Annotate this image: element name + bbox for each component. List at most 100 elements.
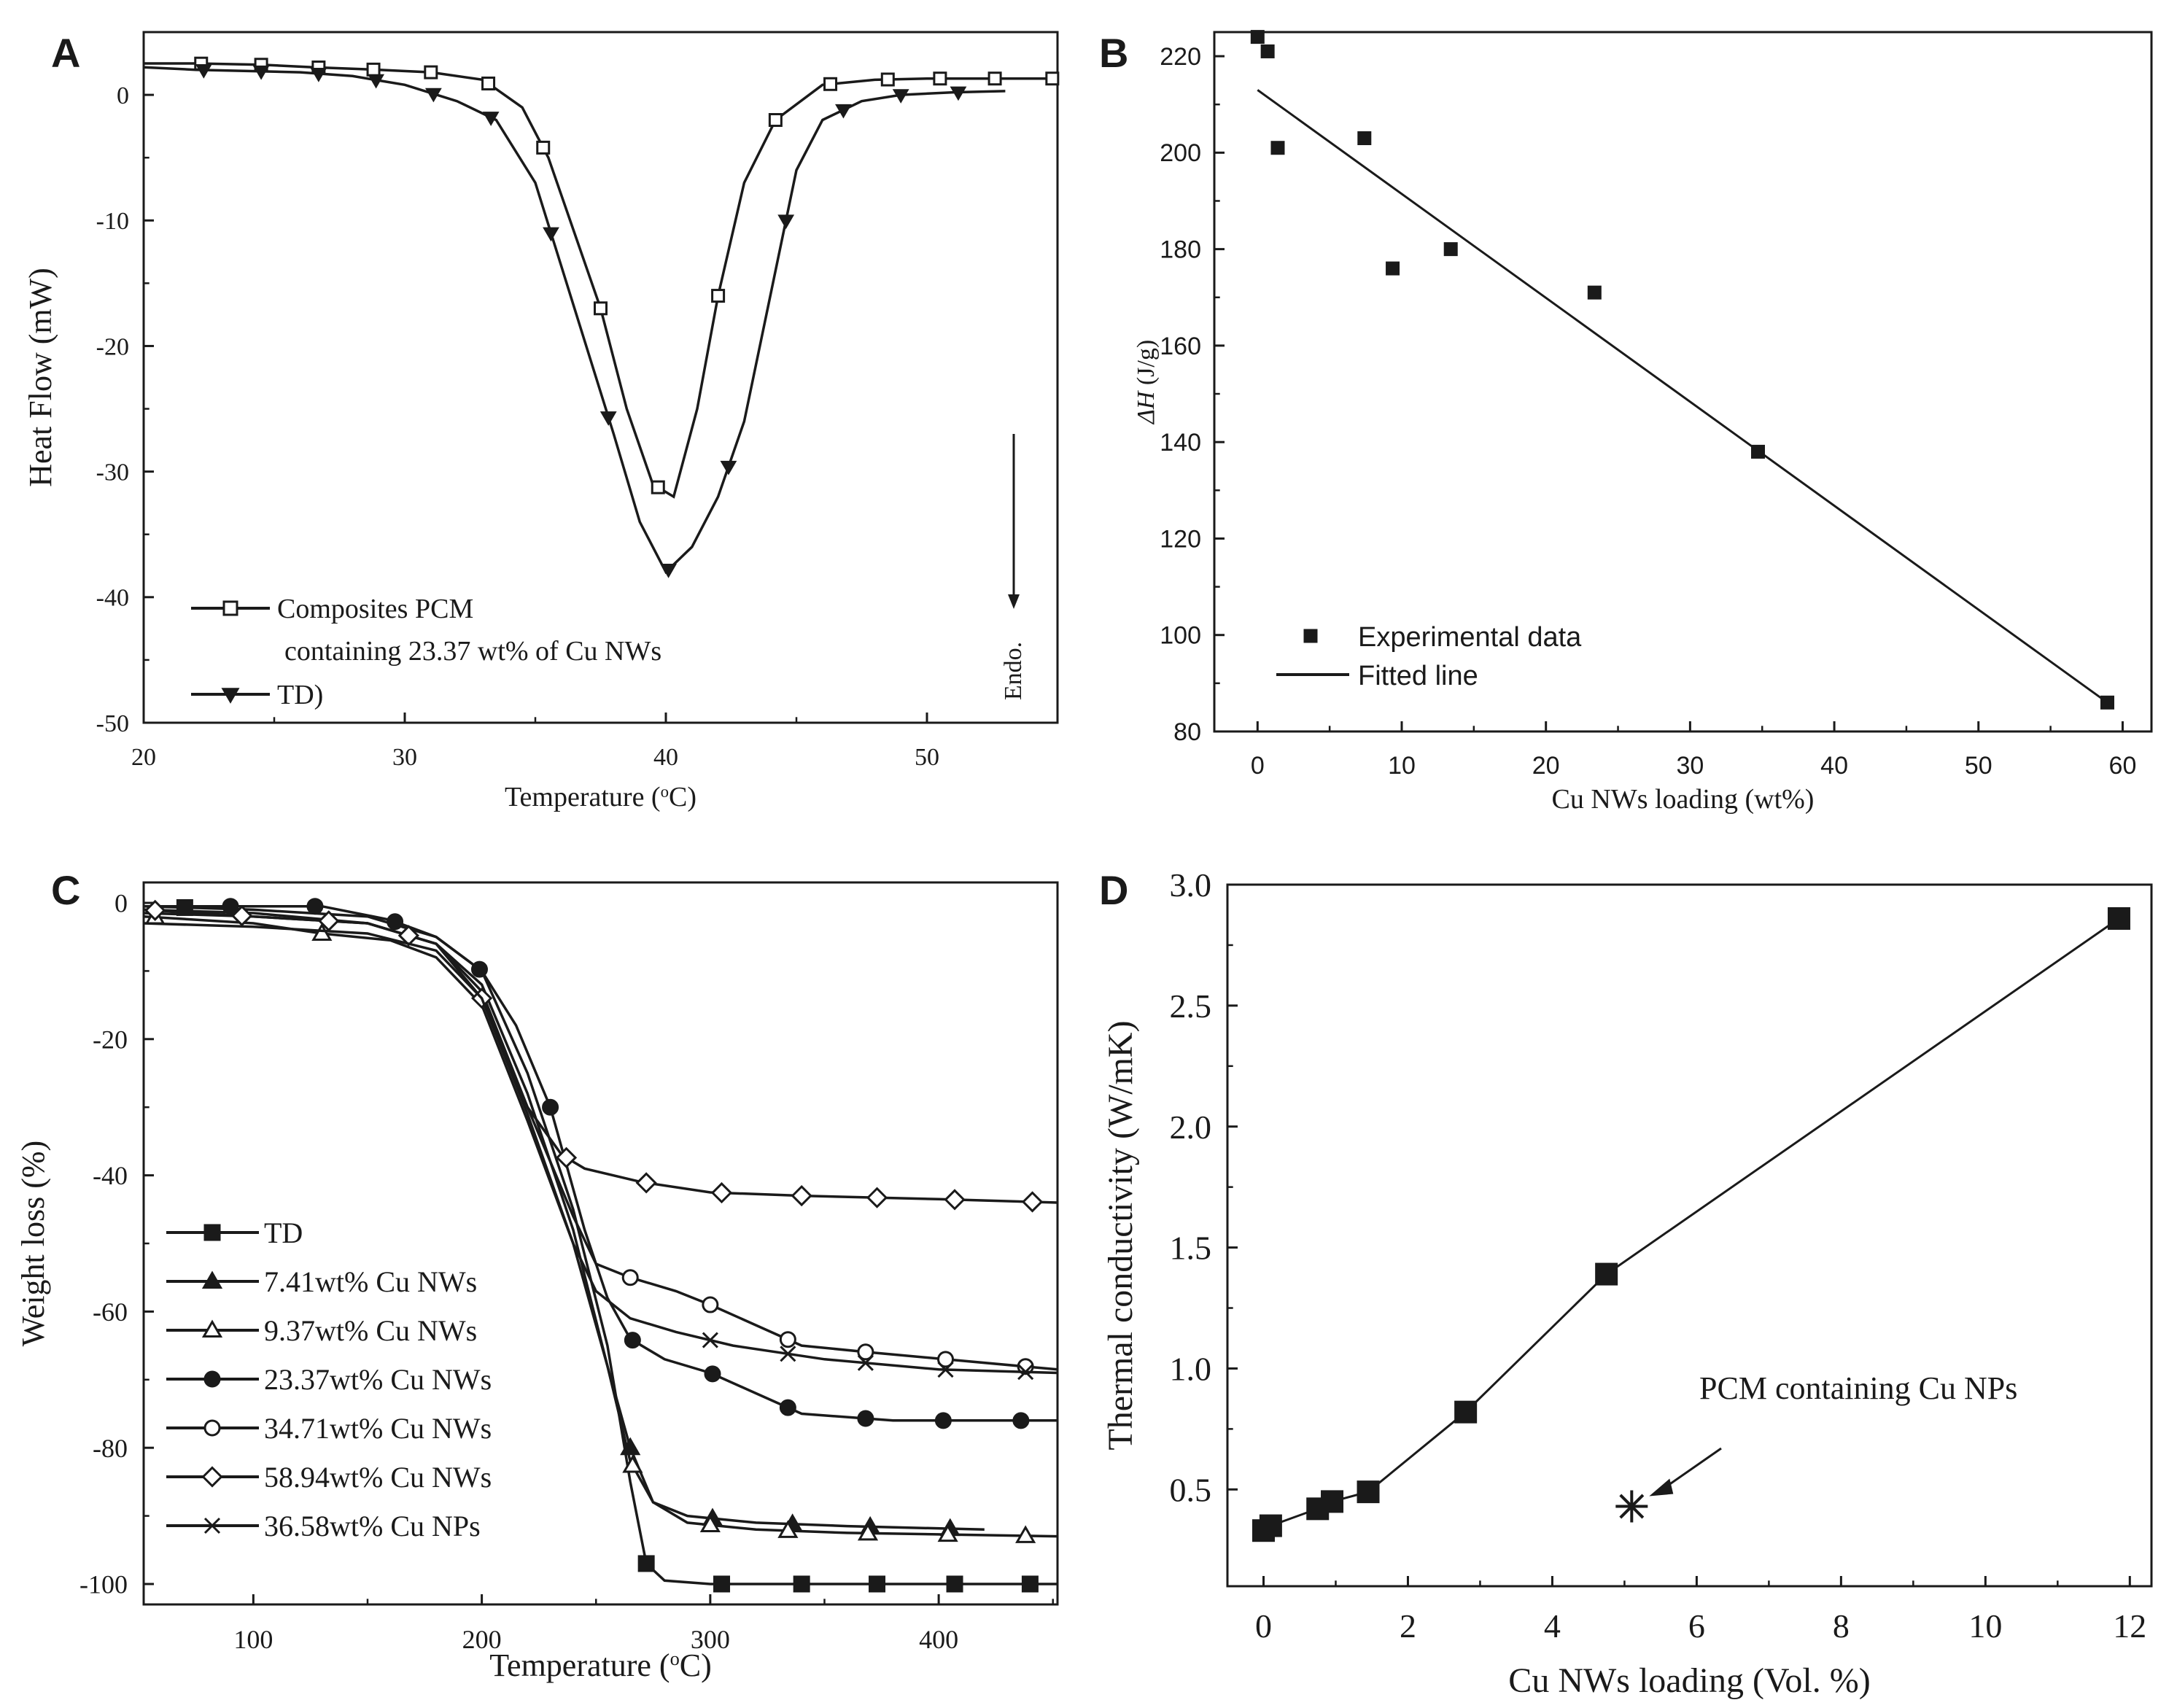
- legend-marker-4: [203, 1419, 221, 1437]
- data-marker-td: [424, 88, 442, 103]
- series-line-5: [143, 908, 1058, 1204]
- y-tick-label: -20: [96, 333, 129, 360]
- y-tick-label: 220: [1160, 43, 1201, 71]
- data-marker-6: [857, 1354, 874, 1371]
- legend-label-4: 34.71wt% Cu NWs: [264, 1412, 492, 1445]
- data-point: [1454, 1400, 1478, 1424]
- data-marker-3: [1012, 1412, 1030, 1429]
- data-marker-2: [777, 1520, 799, 1538]
- data-marker-2: [1015, 1525, 1036, 1543]
- data-marker-5: [231, 905, 253, 927]
- data-marker-5: [635, 1172, 657, 1194]
- data-marker-composite: [1045, 71, 1060, 86]
- data-marker-composite: [933, 71, 947, 86]
- data-marker-5: [710, 1181, 733, 1204]
- series-td-line: [143, 66, 1006, 575]
- data-marker-3: [779, 1399, 796, 1416]
- y-axis-title: ΔH (J/g): [1133, 340, 1160, 425]
- data-marker-td: [777, 214, 795, 230]
- x-tick-label: 20: [131, 744, 156, 771]
- y-tick-label: -30: [96, 459, 129, 486]
- panel-label: A: [51, 30, 80, 76]
- x-tick-label: 0: [1255, 1607, 1272, 1645]
- data-marker-0: [1021, 1575, 1039, 1593]
- data-marker-3: [857, 1410, 874, 1427]
- data-marker-td: [543, 227, 559, 242]
- data-marker-0: [793, 1575, 810, 1593]
- data-marker-composite: [536, 140, 551, 155]
- data-marker-td: [368, 74, 385, 89]
- data-marker-5: [866, 1187, 888, 1208]
- legend-label-experimental: Experimental data: [1358, 622, 1582, 653]
- x-axis-title: Cu NWs loading (wt%): [1552, 784, 1815, 815]
- y-tick-label: -10: [96, 208, 129, 235]
- data-point: [1270, 141, 1285, 155]
- y-tick-label: 180: [1160, 236, 1201, 264]
- data-point: [1443, 242, 1458, 257]
- series-line-4: [143, 912, 1058, 1371]
- y-tick-label: 100: [1160, 622, 1201, 650]
- legend-label-6: 36.58wt% Cu NPs: [264, 1510, 481, 1542]
- x-tick-label: 30: [1676, 752, 1704, 780]
- y-axis-title: Thermal conductivity (W/mK): [1101, 1020, 1140, 1450]
- data-marker-3: [222, 898, 239, 915]
- data-marker-4: [1017, 1358, 1034, 1375]
- panel-a: 20 30 40 50 0 -10 -20 -30 -40 -50 A Temperature (oC…: [23, 30, 1060, 812]
- x-tick-label: 2: [1400, 1607, 1416, 1645]
- plot-frame: [1226, 883, 2153, 1588]
- y-axis-title: Heat Flow (mW): [23, 268, 58, 487]
- panel-label: C: [51, 867, 80, 913]
- x-axis-title: Temperature (oC): [505, 782, 696, 812]
- x-tick-label: 200: [462, 1625, 502, 1654]
- series-line-6: [143, 922, 1058, 1375]
- data-point: [2107, 907, 2130, 930]
- data-marker-3: [704, 1365, 721, 1383]
- data-point: [1260, 44, 1275, 58]
- panel-label: B: [1099, 30, 1128, 76]
- data-marker-3: [470, 960, 488, 978]
- x-axis-title: Cu NWs loading (Vol. %): [1508, 1661, 1870, 1700]
- endo-label: Endo.: [1000, 642, 1027, 700]
- data-marker-td: [892, 89, 909, 104]
- data-marker-composite: [711, 289, 726, 303]
- y-tick-label: -20: [93, 1025, 128, 1054]
- data-marker-4: [937, 1351, 955, 1368]
- x-tick-label: 40: [653, 744, 678, 771]
- data-marker-6: [780, 1346, 796, 1362]
- data-marker-composite: [768, 113, 783, 128]
- data-marker-2: [857, 1522, 879, 1541]
- y-tick-label: -40: [93, 1161, 128, 1190]
- y-tick-label: 0.5: [1170, 1471, 1212, 1508]
- y-tick-label: -60: [93, 1297, 128, 1327]
- x-tick-label: 10: [1968, 1607, 2002, 1645]
- data-marker-3: [624, 1332, 641, 1349]
- legend-label-1: 7.41wt% Cu NWs: [264, 1265, 477, 1298]
- annotation-arrow-line: [1660, 1447, 1722, 1491]
- series-line-3: [144, 904, 1058, 1422]
- legend-marker-1: [201, 1270, 223, 1289]
- legend-label-composite-2: containing 23.37 wt% of Cu NWs: [284, 636, 661, 667]
- data-marker-composite: [424, 65, 438, 79]
- y-tick-label: -80: [93, 1434, 128, 1463]
- legend-marker-td: [221, 688, 240, 704]
- x-tick-label: 4: [1544, 1607, 1561, 1645]
- legend-label-composite-1: Composites PCM: [277, 594, 473, 624]
- data-point: [2100, 695, 2115, 710]
- data-marker-5: [555, 1146, 578, 1168]
- x-tick-label: 100: [233, 1625, 273, 1654]
- data-point: [1587, 285, 1602, 300]
- plot-frame: [1213, 31, 2153, 733]
- data-point: [1595, 1262, 1618, 1286]
- data-point: [1250, 30, 1265, 44]
- y-tick-label: 80: [1173, 718, 1201, 746]
- data-marker-3: [934, 1412, 952, 1429]
- x-tick-label: 50: [1965, 752, 1992, 780]
- x-tick-label: 10: [1388, 752, 1416, 780]
- data-marker-0: [946, 1575, 963, 1593]
- data-marker-composite: [987, 71, 1002, 86]
- data-marker-td: [482, 112, 500, 126]
- data-point: [1321, 1490, 1344, 1513]
- x-tick-label: 300: [691, 1625, 730, 1654]
- data-point: [1750, 444, 1765, 459]
